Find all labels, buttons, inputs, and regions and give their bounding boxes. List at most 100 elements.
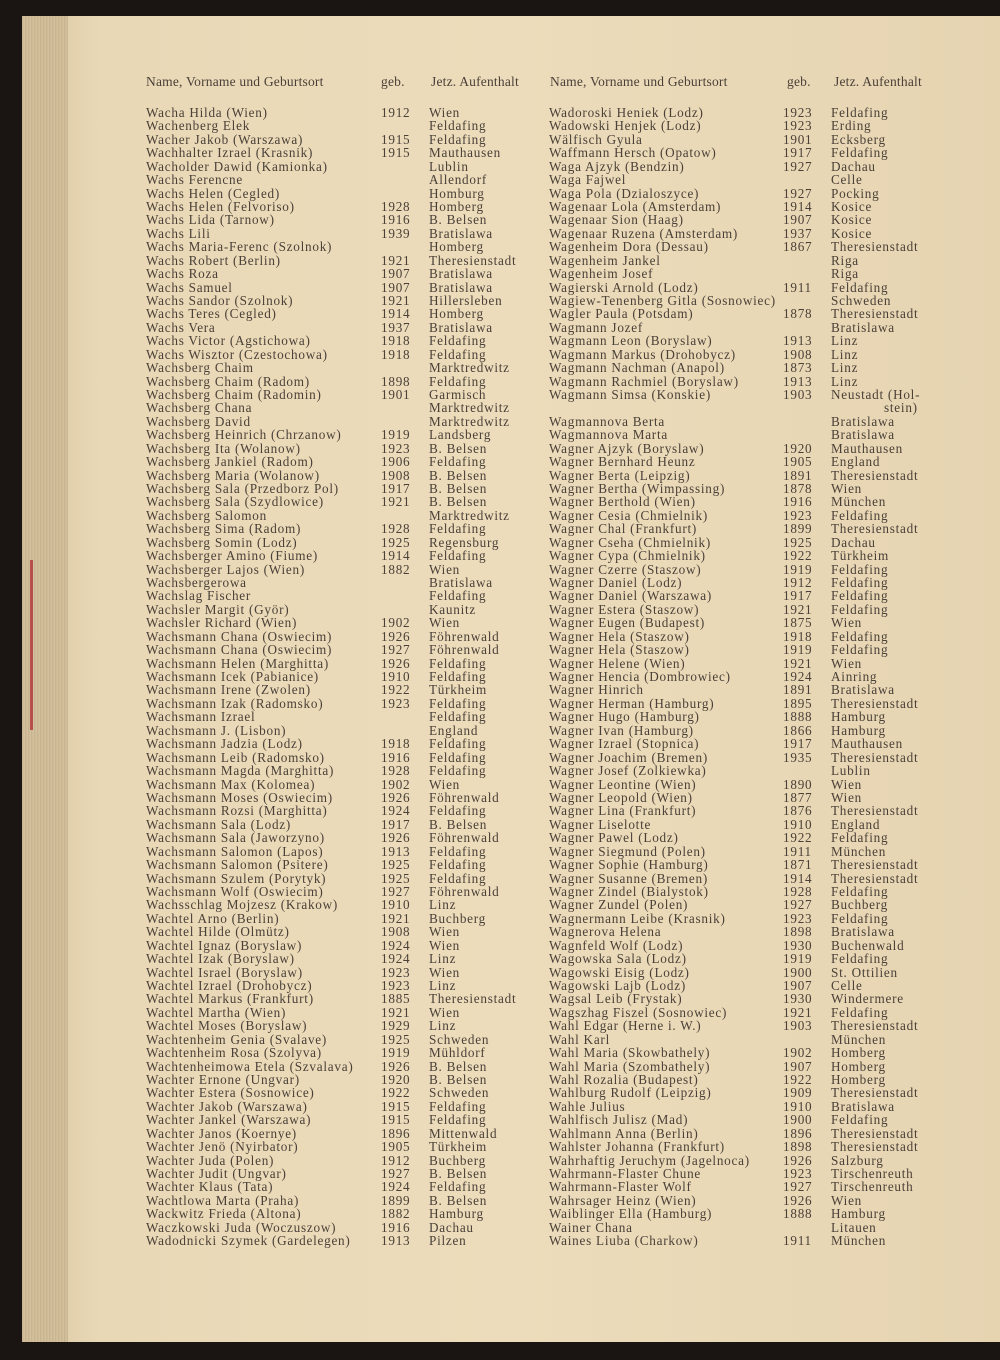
list-entry: Wachsmann Sala (Jaworzyno) 1926 Föhrenwald xyxy=(0,831,499,844)
list-entry: Waines Liuba (Charkow) 1911 München xyxy=(0,1234,885,1247)
list-entry: Wachter Ernone (Ungvar) 1920 B. Belsen xyxy=(0,1073,486,1086)
list-entry: Wachsmann Jadzia (Lodz) 1918 Feldafing xyxy=(0,737,486,750)
entry-birth-year: 1921 xyxy=(783,655,813,671)
entry-residence: Lublin xyxy=(429,158,469,174)
entry-residence: Feldafing xyxy=(429,1179,487,1195)
list-entry: Wagner Chal (Frankfurt) 1899 Theresienstad… xyxy=(0,522,918,535)
entry-name: Wagner Izrael (Stopnica) xyxy=(549,736,700,752)
entry-name: Wahl Edgar (Herne i. W.) xyxy=(549,1018,702,1034)
entry-birth-year: 1903 xyxy=(783,387,813,403)
entry-birth-year: 1902 xyxy=(783,1045,813,1061)
list-entry: Wagner Berthold (Wien) 1916 München xyxy=(0,495,885,508)
entry-birth-year: 1907 xyxy=(783,212,813,228)
list-entry: Wahl Maria (Szombathely) 1907 Homberg xyxy=(0,1059,885,1072)
list-entry: Wahrhaftig Jeruchym (Jagelnoca) 1926 Salzb… xyxy=(0,1153,883,1166)
entry-birth-year: 1916 xyxy=(381,1219,411,1235)
entry-residence: Dachau xyxy=(429,1219,474,1235)
entry-birth-year: 1924 xyxy=(381,1179,411,1195)
list-entry: Wagmann Leon (Boryslaw) 1913 Linz xyxy=(0,334,857,347)
entry-residence: Hamburg xyxy=(831,709,886,725)
entry-birth-year: 1876 xyxy=(783,803,813,819)
entry-name: Wagenheim Jankel xyxy=(549,252,661,268)
entry-birth-year: 1924 xyxy=(783,669,813,685)
list-entry: Wachtenheimowa Etela (Szvalava) 1926 B. Be… xyxy=(0,1059,486,1072)
entry-residence: Feldafing xyxy=(429,1112,487,1128)
entry-name: Wachtel Hilde (Olmütz) xyxy=(146,924,290,940)
list-entry: Wachsberg Maria (Wolanow) 1908 B. Belsen xyxy=(0,469,486,482)
entry-residence: Windermere xyxy=(831,991,904,1007)
list-entry: Wachs Lida (Tarnow) 1916 B. Belsen xyxy=(0,213,486,226)
entry-name: Wahrsager Heinz (Wien) xyxy=(549,1192,697,1208)
entry-name: Wagner Siegmund (Polen) xyxy=(549,843,706,859)
header-name-left: Name, Vorname und Geburtsort xyxy=(146,74,324,89)
list-entry: Wacholder Dawid (Kamionka) Lublin xyxy=(0,160,468,173)
entry-birth-year: 1920 xyxy=(783,440,813,456)
entry-residence: Pilzen xyxy=(429,1233,467,1249)
list-entry: Wagsal Leib (Frystak) 1930 Windermere xyxy=(0,992,903,1005)
entry-residence: Bratislawa xyxy=(831,924,895,940)
entry-birth-year: 1908 xyxy=(381,924,411,940)
list-entry: Wagner Herman (Hamburg) 1895 Theresienstad… xyxy=(0,697,918,710)
entry-residence: München xyxy=(831,1233,887,1249)
entry-birth-year: 1908 xyxy=(381,467,411,483)
entry-name: Wachsbergerowa xyxy=(146,575,247,591)
list-entry: Wachs Ferencne Allendorf xyxy=(0,173,486,186)
entry-residence: Türkheim xyxy=(429,1139,488,1155)
list-entry: Wachtel Arno (Berlin) 1921 Buchberg xyxy=(0,912,485,925)
list-entry: Wachsbergerowa Bratislawa xyxy=(0,576,492,589)
entry-name: Wachsmann Salomon (Psitere) xyxy=(146,857,329,873)
entry-residence: Erding xyxy=(831,118,872,134)
entry-birth-year: 1899 xyxy=(381,1192,411,1208)
list-entry: Wachs Victor (Agstichowa) 1918 Feldafing xyxy=(0,334,486,347)
entry-name: Wagenaar Sion (Haag) xyxy=(549,212,684,228)
entry-birth-year: 1939 xyxy=(381,225,411,241)
entry-birth-year: 1924 xyxy=(381,951,411,967)
entry-birth-year: 1921 xyxy=(381,252,411,268)
list-entry: Wagner Leopold (Wien) 1877 Wien xyxy=(0,791,861,804)
entry-residence: Theresienstadt xyxy=(831,467,919,483)
list-entry: Wachtel Martha (Wien) 1921 Wien xyxy=(0,1006,459,1019)
entry-residence: Celle xyxy=(831,172,863,188)
entry-residence: Wien xyxy=(831,615,863,631)
entry-birth-year: 1928 xyxy=(381,763,411,779)
entry-name: Wahle Julius xyxy=(549,1098,626,1114)
list-entry: Wacha Hilda (Wien) 1912 Wien xyxy=(0,106,459,119)
list-entry: Wachsberger Lajos (Wien) 1882 Wien xyxy=(0,563,459,576)
entry-name: Wachs Robert (Berlin) xyxy=(146,252,281,268)
entry-name: Wachs Samuel xyxy=(146,279,233,295)
list-entry: Wachs Teres (Cegled) 1914 Homberg xyxy=(0,307,483,320)
entry-birth-year: 1914 xyxy=(381,306,411,322)
entry-birth-year: 1906 xyxy=(381,454,411,470)
entry-residence: Theresienstadt xyxy=(831,749,919,765)
entry-residence: Feldafing xyxy=(831,561,889,577)
entry-name: Wahl Maria (Szombathely) xyxy=(549,1058,711,1074)
entry-name: Wachtel Ignaz (Boryslaw) xyxy=(146,937,303,953)
entry-name: Waiblinger Ella (Hamburg) xyxy=(549,1206,713,1222)
entry-name: Wachs Roza xyxy=(146,266,219,282)
list-entry: Wagenaar Ruzena (Amsterdam) 1937 Kosice xyxy=(0,227,871,240)
entry-residence: Homberg xyxy=(429,239,484,255)
entry-birth-year: 1923 xyxy=(381,964,411,980)
list-entry: Wachs Roza 1907 Bratislawa xyxy=(0,267,492,280)
list-entry: Wachsmann Salomon (Lapos) 1913 Feldafing xyxy=(0,845,486,858)
entry-residence: Bratislawa xyxy=(831,427,895,443)
entry-birth-year: 1877 xyxy=(783,789,813,805)
list-entry: Wagner Leontine (Wien) 1890 Wien xyxy=(0,777,861,790)
entry-birth-year: 1913 xyxy=(381,843,411,859)
list-entry: Wachsberg Sala (Przedborz Pol) 1917 B. Bel… xyxy=(0,482,486,495)
entry-birth-year: 1927 xyxy=(783,158,813,174)
entry-residence: England xyxy=(831,454,881,470)
entry-birth-year: 1937 xyxy=(783,225,813,241)
list-entry: Wagner Joachim (Bremen) 1935 Theresienstad… xyxy=(0,751,918,764)
entry-residence: Feldafing xyxy=(831,1004,889,1020)
entry-residence: Litauen xyxy=(831,1219,877,1235)
entry-residence: Mauthausen xyxy=(429,145,501,161)
list-entry: Wachsmann Chana (Oswiecim) 1927 Föhrenwald xyxy=(0,643,499,656)
list-entry: Wachter Jakob (Warszawa) 1915 Feldafing xyxy=(0,1100,486,1113)
list-entry: Wachter Janos (Koernye) 1896 Mittenwald xyxy=(0,1127,497,1140)
entry-birth-year: 1919 xyxy=(783,642,813,658)
entry-residence: Bratislawa xyxy=(429,279,493,295)
list-entry: Wachs Maria-Ferenc (Szolnok) Homberg xyxy=(0,240,483,253)
entry-name: Wagner Josef (Zolkiewka) xyxy=(549,763,707,779)
entry-name: Wachs Lili xyxy=(146,225,211,241)
